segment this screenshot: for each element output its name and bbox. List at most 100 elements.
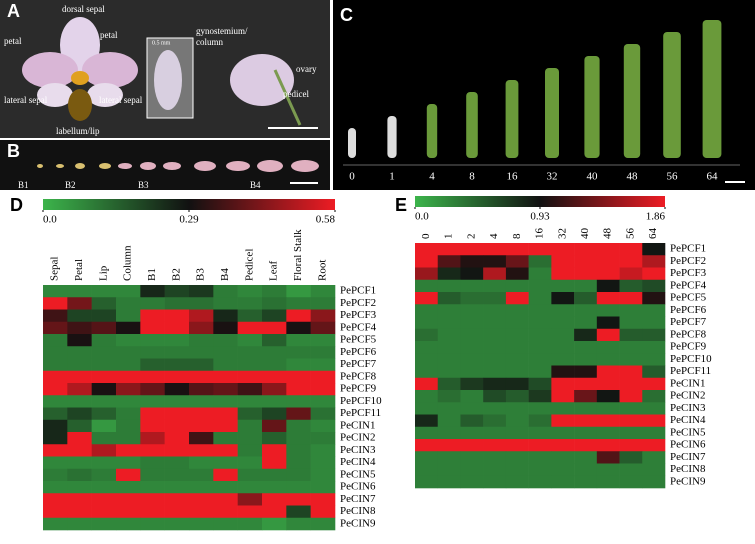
heat-cell: [43, 432, 68, 445]
heat-cell: [91, 517, 117, 531]
heat-cell: [437, 255, 461, 268]
heat-cell: [310, 383, 336, 396]
heat-cell: [116, 505, 141, 519]
heat-cell: [140, 456, 165, 470]
heat-cell: [642, 365, 666, 379]
row-label: PeCIN2: [340, 432, 375, 444]
heat-cell: [619, 341, 643, 354]
heat-cell: [67, 456, 92, 470]
column-label: B1: [146, 268, 158, 281]
heat-cell: [310, 444, 336, 457]
heat-cell: [286, 395, 311, 408]
heat-cell: [43, 309, 68, 323]
heat-cell: [189, 456, 214, 470]
heat-cell: [67, 517, 92, 531]
heat-cell: [43, 370, 68, 384]
column-label: 4: [488, 233, 500, 239]
stage-label: 40: [587, 171, 599, 183]
pod: [623, 44, 641, 158]
heat-cell: [460, 365, 484, 379]
heat-cell: [286, 321, 311, 335]
heat-cell: [286, 309, 311, 323]
heat-cell: [528, 463, 552, 477]
heat-cell: [574, 439, 598, 452]
heat-cell: [437, 365, 461, 379]
heat-cell: [140, 419, 165, 433]
row-label: PeCIN3: [670, 402, 706, 414]
heat-cell: [116, 419, 141, 433]
heat-cell: [505, 390, 529, 403]
heat-cell: [164, 297, 190, 310]
heat-cell: [91, 432, 117, 445]
heat-cell: [619, 316, 643, 330]
heat-cell: [43, 505, 68, 519]
heat-cell: [528, 390, 552, 403]
row-label: PeCIN1: [340, 419, 375, 431]
heat-cell: [596, 439, 620, 452]
heat-cell: [164, 444, 190, 457]
heat-cell: [189, 285, 214, 298]
stage-label: 0: [349, 171, 355, 183]
heat-cell: [574, 316, 598, 330]
heat-cell: [189, 358, 214, 372]
heat-cell: [596, 316, 620, 330]
heat-cell: [505, 267, 529, 281]
heat-cell: [213, 309, 238, 323]
heat-cell: [574, 279, 598, 293]
photo-label: 0.5 mm: [152, 40, 171, 46]
row-label: PePCF8: [670, 328, 707, 340]
photo-c: [333, 0, 755, 190]
color-bar-label: 0.29: [179, 214, 199, 226]
color-bar-label: 0.0: [43, 214, 57, 226]
heat-cell: [310, 285, 336, 298]
heat-cell: [91, 321, 117, 335]
heat-cell: [262, 505, 287, 519]
pod: [584, 56, 600, 158]
heat-cell: [310, 309, 336, 323]
heat-cell: [286, 285, 311, 298]
heat-cell: [140, 481, 165, 494]
heat-cell: [619, 463, 643, 477]
heat-cell: [505, 328, 529, 342]
heat-cell: [642, 279, 666, 293]
heat-cell: [262, 468, 287, 482]
heat-cell: [642, 451, 666, 464]
heat-cell: [286, 432, 311, 445]
heat-cell: [237, 297, 263, 310]
heat-cell: [189, 407, 214, 421]
heat-cell: [551, 292, 575, 305]
heat-cell: [262, 309, 287, 323]
heat-cell: [483, 243, 507, 256]
heat-cell: [460, 475, 484, 489]
heat-cell: [505, 402, 529, 415]
heat-cell: [310, 493, 336, 506]
heat-cell: [642, 377, 666, 391]
heat-cell: [189, 309, 214, 323]
heat-cell: [483, 475, 507, 489]
heat-cell: [116, 334, 141, 347]
heat-cell: [528, 267, 552, 281]
heat-cell: [415, 304, 439, 317]
heat-cell: [189, 370, 214, 384]
heat-cell: [262, 285, 287, 298]
heat-cell: [642, 341, 666, 354]
heat-cell: [116, 468, 141, 482]
pod: [426, 104, 438, 158]
heat-cell: [310, 395, 336, 408]
heat-cell: [67, 419, 92, 433]
heat-cell: [460, 402, 484, 415]
heat-cell: [505, 292, 529, 305]
heat-cell: [437, 451, 461, 464]
heat-cell: [140, 358, 165, 372]
row-label: PePCF3: [340, 309, 377, 321]
heat-cell: [286, 481, 311, 494]
heat-cell: [551, 267, 575, 281]
stage-label: 32: [547, 171, 558, 183]
heat-cell: [483, 292, 507, 305]
row-label: PePCF9: [340, 383, 377, 395]
heat-cell: [286, 468, 311, 482]
heat-cell: [91, 285, 117, 298]
color-bar-label: 0.0: [415, 211, 429, 223]
heat-cell: [213, 419, 238, 433]
heat-cell: [164, 309, 190, 323]
